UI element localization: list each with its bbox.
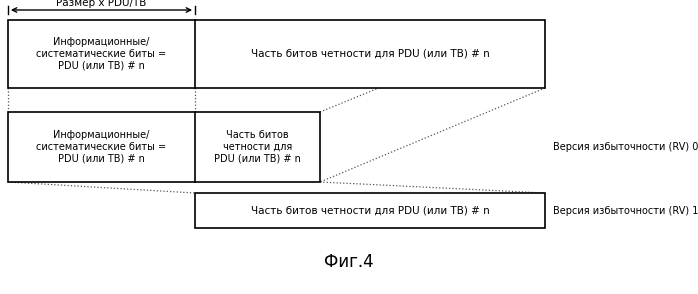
Text: Информационные/
систематические биты =
PDU (или TB) # n: Информационные/ систематические биты = P…: [36, 131, 167, 163]
Text: Информационные/
систематические биты =
PDU (или TB) # n: Информационные/ систематические биты = P…: [36, 37, 167, 71]
Text: Часть битов четности для PDU (или ТВ) # n: Часть битов четности для PDU (или ТВ) # …: [251, 206, 489, 216]
Text: Часть битов четности для PDU (или ТВ) # n: Часть битов четности для PDU (или ТВ) # …: [251, 49, 489, 59]
Text: Версия избыточности (RV) 0: Версия избыточности (RV) 0: [553, 142, 698, 152]
Text: Размер x PDU/TB: Размер x PDU/TB: [57, 0, 147, 8]
Bar: [8, 112, 320, 182]
Bar: [195, 193, 545, 228]
Text: Фиг.4: Фиг.4: [324, 253, 374, 271]
Bar: [8, 20, 545, 88]
Text: Часть битов
четности для
PDU (или TB) # n: Часть битов четности для PDU (или TB) # …: [214, 131, 301, 163]
Text: Версия избыточности (RV) 1: Версия избыточности (RV) 1: [553, 206, 698, 216]
